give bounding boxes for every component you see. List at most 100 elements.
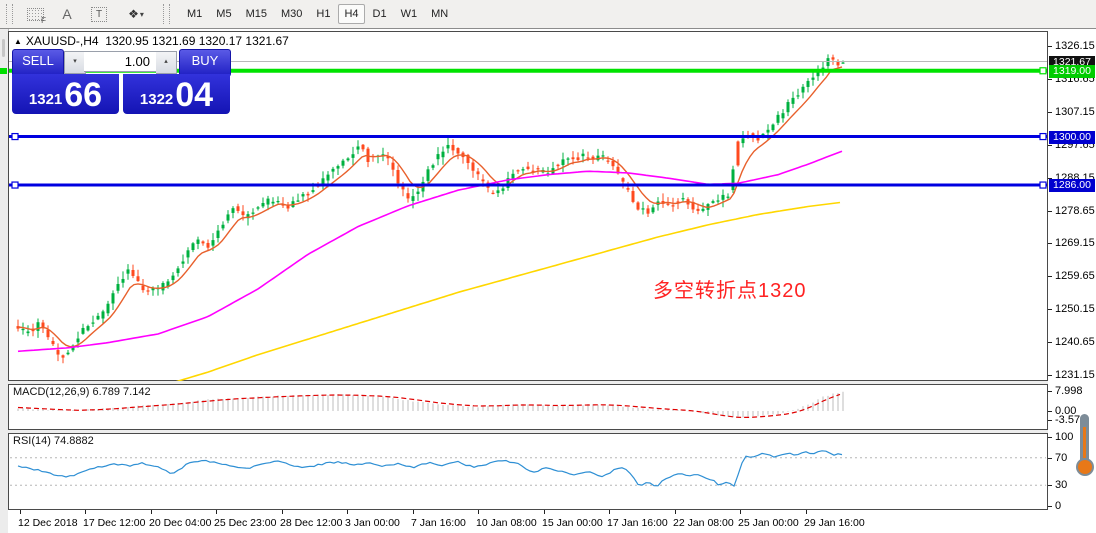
time-tick (806, 510, 807, 514)
hline-handle[interactable] (1039, 132, 1047, 141)
buy-button[interactable]: BUY (179, 49, 231, 76)
green-line-left-anchor (0, 68, 7, 74)
tf-button-m15[interactable]: M15 (240, 4, 273, 24)
time-axis-label: 3 Jan 00:00 (345, 517, 400, 529)
timeframe-group: M1 M5 M15 M30 H1 H4 D1 W1 MN (180, 4, 455, 24)
collapse-arrow-icon[interactable]: ▲ (14, 37, 22, 46)
axis-tick (1048, 243, 1052, 244)
time-axis-label: 12 Dec 2018 (18, 517, 78, 529)
axis-tick (1048, 276, 1052, 277)
rsi-value: 74.8882 (50, 435, 94, 447)
price-badge-1300.00: 1300.00 (1049, 131, 1095, 144)
time-tick (413, 510, 414, 514)
axis-tick (1048, 309, 1052, 310)
axis-tick (1048, 46, 1052, 47)
time-axis-label: 17 Dec 12:00 (83, 517, 146, 529)
price-axis-label: 1231.15 (1055, 369, 1095, 381)
candles-group (16, 54, 845, 364)
tf-button-h4[interactable]: H4 (338, 4, 365, 24)
axis-tick (1048, 112, 1052, 113)
hline-handle[interactable] (1039, 67, 1047, 75)
time-axis-label: 15 Jan 00:00 (542, 517, 603, 529)
tf-button-h1[interactable]: H1 (310, 4, 336, 24)
rsi-axis-label: 70 (1055, 452, 1068, 464)
time-tick (151, 510, 152, 514)
grid-fibo-icon[interactable]: F (21, 2, 49, 26)
axis-tick (1048, 437, 1052, 438)
time-axis[interactable]: 12 Dec 2018 17 Dec 12:00 20 Dec 04:00 25 De… (8, 510, 1096, 533)
arrows-icon[interactable]: ❖ ▾ (128, 7, 144, 21)
macd-values: 6.789 7.142 (89, 386, 151, 398)
one-click-trade-panel: SELL ▾ ▴ BUY 1321 66 1322 04 (12, 49, 231, 142)
volume-increase-button[interactable]: ▴ (156, 51, 177, 74)
buy-price-display[interactable]: 1322 04 (123, 74, 230, 114)
text-box-icon[interactable]: T (85, 2, 113, 26)
macd-axis-label: 7.998 (1055, 385, 1083, 397)
ma-slow-line (175, 201, 841, 381)
tf-button-d1[interactable]: D1 (367, 4, 393, 24)
volume-decrease-button[interactable]: ▾ (64, 51, 86, 74)
tf-button-w1[interactable]: W1 (395, 4, 424, 24)
price-badge-1319.00: 1319.00 (1049, 65, 1095, 78)
ohlc-values: 1320.95 1321.69 1320.17 1321.67 (105, 34, 289, 48)
sell-price-display[interactable]: 1321 66 (12, 74, 119, 114)
axis-tick (1048, 211, 1052, 212)
text-label-icon[interactable]: A (62, 6, 72, 22)
rsi-axis-label: 0 (1055, 500, 1062, 512)
time-axis-label: 25 Jan 00:00 (738, 517, 799, 529)
time-axis-label: 22 Jan 08:00 (673, 517, 734, 529)
axis-tick (1048, 79, 1052, 80)
tf-button-m1[interactable]: M1 (181, 4, 208, 24)
price-axis-label: 1240.65 (1055, 336, 1095, 348)
rsi-axis-label: 100 (1055, 431, 1074, 443)
chart-title: ▲ XAUUSD-,H4 1320.95 1321.69 1320.17 1321… (14, 34, 289, 48)
main-panel-border (8, 31, 1048, 381)
price-axis-label: 1307.15 (1055, 106, 1095, 118)
rsi-panel-border (8, 433, 1048, 510)
toolbar-drag-handle[interactable] (6, 4, 13, 24)
macd-indicator-label: MACD(12,26,9) 6.789 7.142 (13, 386, 151, 398)
time-axis-label: 17 Jan 16:00 (607, 517, 668, 529)
axis-tick (1048, 485, 1052, 486)
time-axis-label: 29 Jan 16:00 (804, 517, 865, 529)
macd-panel-canvas[interactable] (8, 384, 1048, 430)
splitter-handle[interactable] (2, 39, 5, 57)
time-tick (20, 510, 21, 514)
panel-separator[interactable] (8, 381, 1048, 384)
axis-tick (1048, 506, 1052, 507)
time-tick (609, 510, 610, 514)
time-axis-label: 20 Dec 04:00 (149, 517, 212, 529)
rsi-indicator-label: RSI(14) 74.8882 (13, 435, 94, 447)
axis-tick (1048, 420, 1052, 421)
chevron-down-icon[interactable]: ▾ (139, 9, 144, 19)
time-axis-label: 28 Dec 12:00 (280, 517, 343, 529)
price-axis-label: 1250.15 (1055, 303, 1095, 315)
main-chart-canvas[interactable] (8, 31, 1048, 381)
ma-fast-line (17, 66, 843, 348)
tf-button-m5[interactable]: M5 (210, 4, 237, 24)
time-tick (675, 510, 676, 514)
rsi-panel-canvas[interactable] (8, 433, 1048, 510)
chart-annotation-text: 多空转折点1320 (653, 280, 807, 302)
volume-input[interactable] (84, 51, 157, 72)
time-tick (216, 510, 217, 514)
time-axis-label: 7 Jan 16:00 (411, 517, 466, 529)
hline-handle[interactable] (11, 132, 19, 141)
tf-button-mn[interactable]: MN (425, 4, 454, 24)
panel-separator[interactable] (8, 430, 1048, 433)
hline-handle[interactable] (1039, 181, 1047, 189)
tf-button-m30[interactable]: M30 (275, 4, 308, 24)
axis-tick (1048, 411, 1052, 412)
macd-signal-line (17, 393, 841, 418)
hline-handle[interactable] (11, 181, 19, 189)
toolbar-drag-handle-2[interactable] (163, 4, 170, 24)
time-tick (544, 510, 545, 514)
time-tick (478, 510, 479, 514)
price-axis-label: 1269.15 (1055, 237, 1095, 249)
price-axis-label: 1326.15 (1055, 40, 1095, 52)
rsi-line (17, 450, 843, 488)
chart-window: ▲ XAUUSD-,H4 1320.95 1321.69 1320.17 1321… (0, 28, 1096, 533)
time-axis-label: 25 Dec 23:00 (214, 517, 277, 529)
sell-button[interactable]: SELL (12, 49, 64, 76)
